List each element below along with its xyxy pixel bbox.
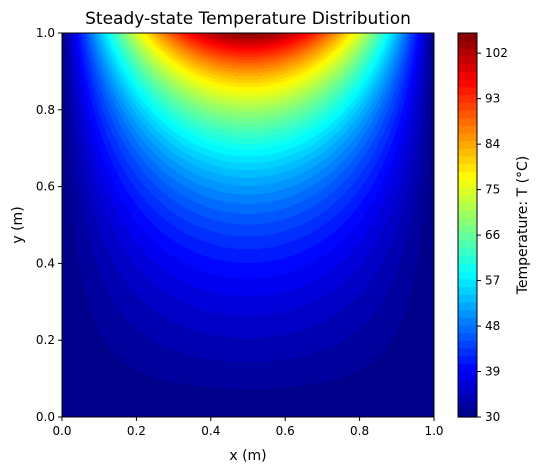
colorbar-tick-label: 66: [485, 228, 500, 242]
colorbar-segment: [458, 301, 477, 311]
colorbar-segment: [458, 79, 477, 88]
colorbar-segment: [458, 232, 477, 241]
y-axis-ticks: 0.0 0.2 0.4 0.6 0.8 1.0: [36, 26, 62, 424]
colorbar-tick-label: 30: [485, 410, 500, 424]
colorbar-segment: [458, 117, 477, 126]
colorbar-segment: [458, 209, 477, 218]
colorbar-label: Temperature: T (°C): [515, 156, 531, 296]
y-axis-label: y (m): [10, 206, 26, 243]
colorbar-segment: [458, 56, 477, 65]
colorbar-segment: [458, 370, 477, 380]
colorbar-tick-label: 57: [485, 274, 500, 288]
temperature-field: [62, 33, 434, 417]
colorbar-segment: [458, 263, 477, 272]
colorbar-tick-label: 39: [485, 365, 500, 379]
x-tick-label: 0.2: [127, 424, 146, 438]
colorbar-segment: [458, 186, 477, 195]
colorbar-segment: [458, 309, 477, 318]
colorbar-segment: [458, 217, 477, 226]
y-tick-label: 1.0: [36, 26, 55, 40]
colorbar-segment: [458, 340, 477, 349]
chart-title: Steady-state Temperature Distribution: [85, 9, 411, 29]
colorbar-tick-label: 102: [485, 46, 508, 60]
plot-area: [61, 32, 435, 418]
colorbar-segment: [458, 363, 477, 372]
x-tick-label: 0.0: [52, 424, 71, 438]
colorbar-segment: [458, 393, 477, 403]
colorbar-segment: [458, 178, 477, 188]
x-tick-label: 0.8: [350, 424, 369, 438]
colorbar-segment: [458, 347, 477, 357]
x-axis-ticks: 0.0 0.2 0.4 0.6 0.8 1.0: [52, 417, 444, 438]
colorbar-segment: [458, 86, 477, 96]
colorbar-segment: [458, 155, 477, 165]
x-tick-label: 1.0: [424, 424, 443, 438]
colorbar-tick-label: 75: [485, 183, 500, 197]
x-tick-label: 0.6: [276, 424, 295, 438]
colorbar-segment: [458, 148, 477, 157]
y-tick-label: 0.6: [36, 180, 55, 194]
colorbar-segment: [458, 40, 477, 49]
colorbar-frame: [457, 32, 478, 418]
y-tick-label: 0.4: [36, 256, 55, 270]
plot-frame: [61, 32, 435, 418]
colorbar: [457, 32, 478, 418]
colorbar-segment: [458, 102, 477, 111]
colorbar-segment: [458, 386, 477, 395]
colorbar-segment: [458, 140, 477, 149]
colorbar-segment: [458, 378, 477, 387]
colorbar-segment: [458, 409, 477, 418]
colorbar-segment: [458, 48, 477, 57]
y-tick-label: 0.2: [36, 333, 55, 347]
colorbar-segment: [458, 132, 477, 142]
colorbar-segment: [458, 286, 477, 295]
colorbar-segment: [458, 294, 477, 303]
colorbar-segment: [458, 248, 477, 257]
colorbar-segment: [458, 163, 477, 172]
colorbar-ticks: 30 39 48 57 66 75 84 93 102: [477, 46, 508, 424]
colorbar-segment: [458, 278, 477, 288]
y-tick-label: 0.8: [36, 103, 55, 117]
x-tick-label: 0.4: [201, 424, 220, 438]
colorbar-tick-label: 93: [485, 92, 500, 106]
colorbar-segment: [458, 109, 477, 119]
colorbar-segment: [458, 225, 477, 234]
colorbar-segment: [458, 201, 477, 211]
colorbar-segment: [458, 317, 477, 326]
colorbar-segment: [458, 255, 477, 264]
colorbar-segment: [458, 171, 477, 180]
colorbar-segment: [458, 324, 477, 334]
colorbar-segment: [458, 240, 477, 249]
colorbar-segment: [458, 401, 477, 410]
colorbar-segment: [458, 355, 477, 364]
colorbar-tick-label: 84: [485, 137, 500, 151]
colorbar-segment: [458, 332, 477, 341]
colorbar-segment: [458, 271, 477, 280]
colorbar-segment: [458, 94, 477, 103]
x-axis-label: x (m): [229, 448, 266, 464]
colorbar-segment: [458, 63, 477, 72]
colorbar-tick-label: 48: [485, 319, 500, 333]
colorbar-segment: [458, 71, 477, 80]
colorbar-segment: [458, 194, 477, 203]
y-tick-label: 0.0: [36, 410, 55, 424]
colorbar-segment: [458, 125, 477, 134]
colorbar-segment: [458, 33, 477, 42]
